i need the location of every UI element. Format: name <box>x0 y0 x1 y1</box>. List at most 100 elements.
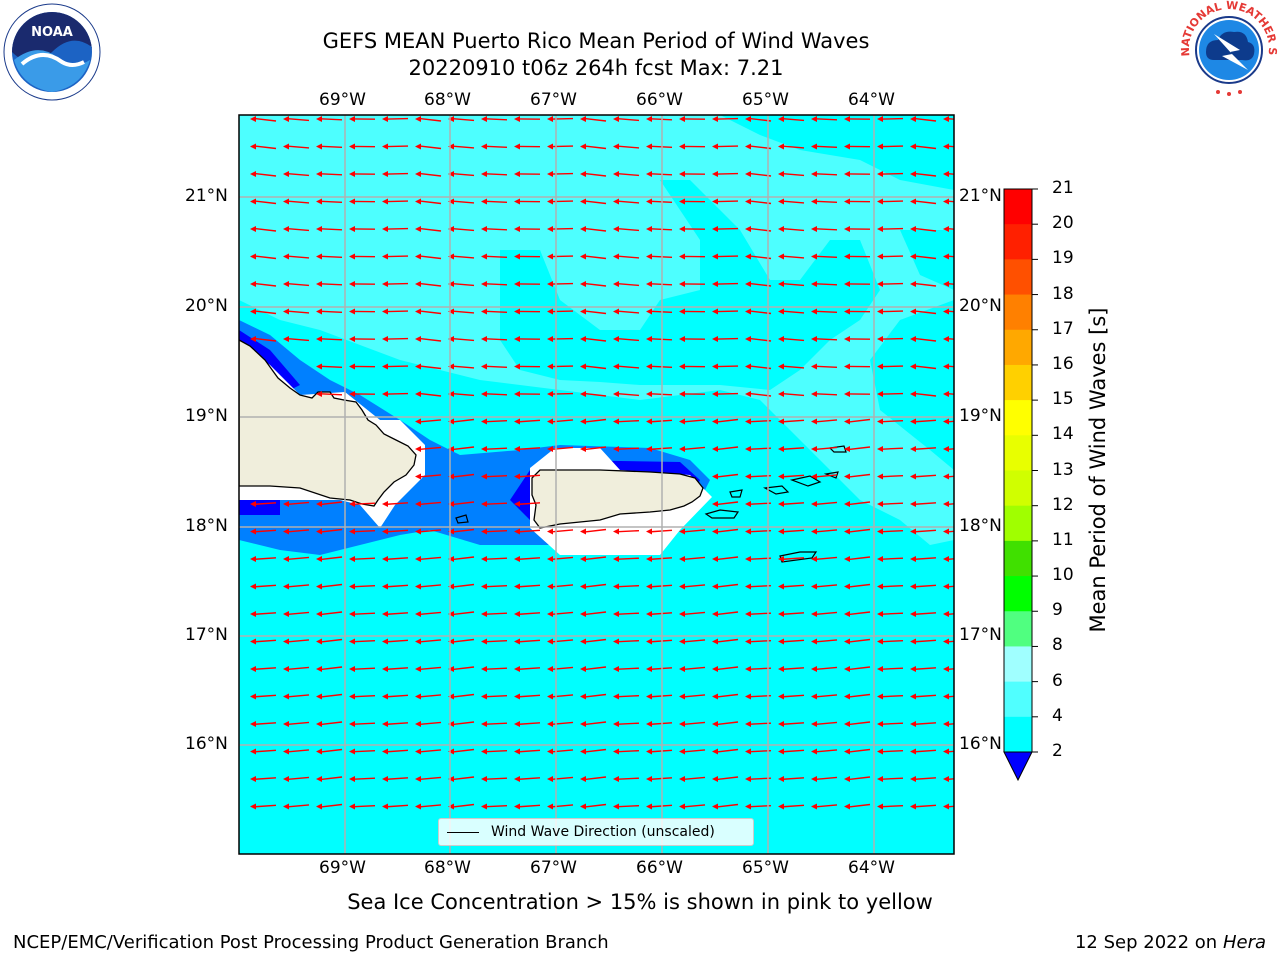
wind-wave-arrow <box>811 363 838 370</box>
wind-wave-arrow <box>250 721 277 727</box>
wind-wave-arrow <box>283 528 310 535</box>
wind-wave-arrow <box>943 721 954 727</box>
wind-wave-arrow <box>481 281 508 287</box>
wind-wave-arrow <box>382 501 409 507</box>
wind-wave-arrow <box>283 226 310 232</box>
wind-wave-arrow <box>349 776 376 782</box>
wind-wave-arrow <box>877 611 904 617</box>
colorbar-segment <box>1004 294 1032 331</box>
wind-wave-arrow <box>910 143 937 150</box>
wind-wave-arrow <box>580 418 607 425</box>
wind-wave-arrow <box>712 253 739 260</box>
wind-wave-arrow <box>481 803 508 810</box>
wind-wave-arrow <box>283 253 310 260</box>
wind-wave-arrow <box>316 308 343 315</box>
wind-wave-arrow <box>811 776 838 782</box>
wind-wave-arrow <box>580 446 607 452</box>
wind-wave-arrow <box>514 776 541 782</box>
wind-wave-arrow <box>844 556 871 562</box>
wind-wave-arrow <box>382 556 409 562</box>
wind-wave-arrow <box>811 226 838 232</box>
period-contour-lt2-nw <box>239 330 300 395</box>
wind-wave-arrow <box>877 528 904 535</box>
wind-wave-arrow <box>679 776 706 782</box>
wind-wave-arrow <box>712 693 739 700</box>
wind-wave-arrow <box>580 281 607 287</box>
lat-label-right: 18°N <box>959 516 1002 536</box>
colorbar-tick-label: 13 <box>1052 459 1074 480</box>
wind-wave-arrow <box>910 253 937 260</box>
wind-wave-arrow <box>448 748 475 755</box>
wind-wave-arrow <box>877 253 904 260</box>
wind-wave-arrow <box>283 721 310 727</box>
wind-wave-arrow <box>580 803 607 810</box>
wind-wave-arrow <box>349 116 376 122</box>
wind-wave-arrow <box>448 446 475 452</box>
wind-wave-arrow <box>778 611 805 617</box>
wind-wave-arrow <box>679 611 706 617</box>
map-frame <box>238 114 955 855</box>
wind-wave-arrow <box>448 391 475 397</box>
wind-wave-arrow <box>415 803 442 810</box>
wind-wave-arrow <box>778 391 805 397</box>
wind-wave-arrow <box>811 583 838 590</box>
wind-wave-arrow <box>250 748 277 755</box>
wind-wave-arrow <box>679 446 706 452</box>
colorbar-segment <box>1004 329 1032 366</box>
wind-wave-arrow <box>679 171 706 177</box>
wind-wave-arrow <box>778 446 805 452</box>
wind-wave-arrow <box>943 363 954 370</box>
wind-wave-arrow <box>283 748 310 755</box>
lon-label-bottom: 68°W <box>424 858 471 878</box>
wind-wave-arrow <box>712 363 739 370</box>
wind-wave-arrow <box>580 611 607 617</box>
wind-wave-arrow <box>811 501 838 507</box>
wind-wave-arrow <box>349 308 376 315</box>
wind-wave-arrow <box>382 776 409 782</box>
wind-wave-arrow <box>811 308 838 315</box>
wind-wave-arrow <box>316 776 343 782</box>
wind-wave-arrow <box>250 583 277 590</box>
wind-wave-arrow <box>844 226 871 232</box>
wind-wave-arrow <box>481 501 508 507</box>
wind-wave-arrow <box>514 143 541 150</box>
wind-wave-arrow <box>910 748 937 755</box>
wind-wave-arrow <box>877 336 904 342</box>
wind-wave-arrow <box>877 418 904 425</box>
wind-wave-arrow <box>811 803 838 810</box>
wind-wave-arrow <box>844 116 871 122</box>
lat-label-right: 16°N <box>959 734 1002 754</box>
wind-wave-arrow <box>448 501 475 507</box>
wind-wave-arrow <box>910 281 937 287</box>
wind-wave-arrow <box>514 611 541 617</box>
wind-wave-arrow <box>382 693 409 700</box>
wind-wave-arrow <box>712 281 739 287</box>
wind-wave-arrow <box>316 721 343 727</box>
wind-wave-arrow <box>811 638 838 645</box>
wind-wave-arrow <box>250 253 277 260</box>
wind-wave-arrow <box>580 143 607 150</box>
lat-label-left: 21°N <box>185 186 228 206</box>
wind-wave-arrow <box>910 803 937 810</box>
wind-wave-arrow <box>712 721 739 727</box>
wind-wave-arrow <box>349 556 376 562</box>
footer-source: NCEP/EMC/Verification Post Processing Pr… <box>13 932 609 953</box>
wind-wave-arrow <box>481 253 508 260</box>
wind-wave-arrow <box>943 748 954 755</box>
wind-wave-arrow <box>283 171 310 177</box>
wind-wave-arrow <box>448 171 475 177</box>
colorbar-tick-label: 12 <box>1052 494 1074 515</box>
wind-wave-arrow <box>349 638 376 645</box>
wind-wave-arrow <box>382 253 409 260</box>
wind-wave-arrow <box>844 336 871 342</box>
wind-wave-arrow <box>580 721 607 727</box>
lat-label-right: 20°N <box>959 296 1002 316</box>
wind-wave-arrow <box>613 308 640 315</box>
lat-label-left: 19°N <box>185 406 228 426</box>
wind-wave-arrow <box>679 363 706 370</box>
wind-wave-arrow <box>448 143 475 150</box>
wind-wave-arrow <box>448 666 475 672</box>
wind-wave-arrow <box>481 143 508 150</box>
wind-wave-arrow <box>283 638 310 645</box>
